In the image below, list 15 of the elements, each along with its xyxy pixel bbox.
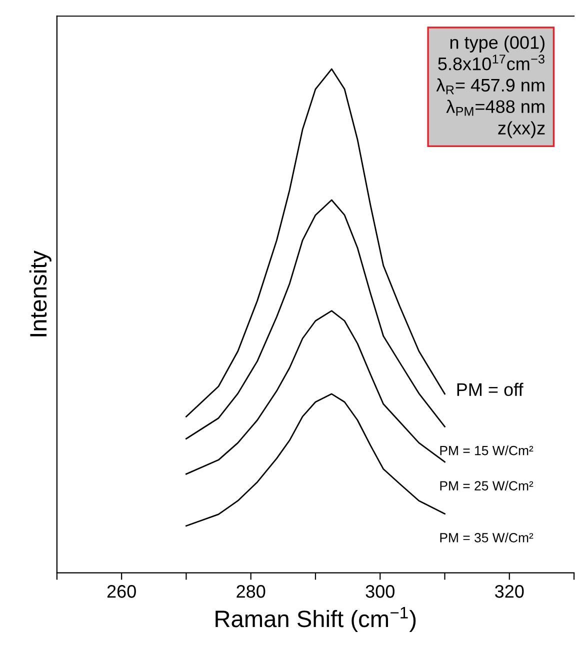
series-label: PM = 25 W/Cm²	[440, 480, 534, 490]
text: n type (001)	[450, 36, 544, 52]
annotation: 5.8x10$^{17}$cm$^{−3}$	[438, 54, 544, 70]
x-tick-label: 320	[495, 585, 524, 598]
x-tick-label: 300	[366, 585, 394, 598]
series-label: PM = 15 W/Cm²	[440, 446, 534, 456]
x-axis-title: Raman Shift (cm$^{−1}$)	[216, 606, 416, 632]
x-tick-label: 280	[236, 585, 266, 598]
series-label: PM = off	[457, 382, 524, 396]
annotation: z(xx)z	[498, 121, 545, 138]
y-axis-title: Intensity	[29, 250, 52, 336]
series-label: PM = 35 W/Cm²	[440, 532, 534, 542]
annotation: λ$_{R}$= 457.9 nm	[436, 78, 544, 94]
annotation: λ$_{PM}$=488 nm	[446, 100, 544, 116]
x-tick-label: 260	[107, 585, 136, 598]
